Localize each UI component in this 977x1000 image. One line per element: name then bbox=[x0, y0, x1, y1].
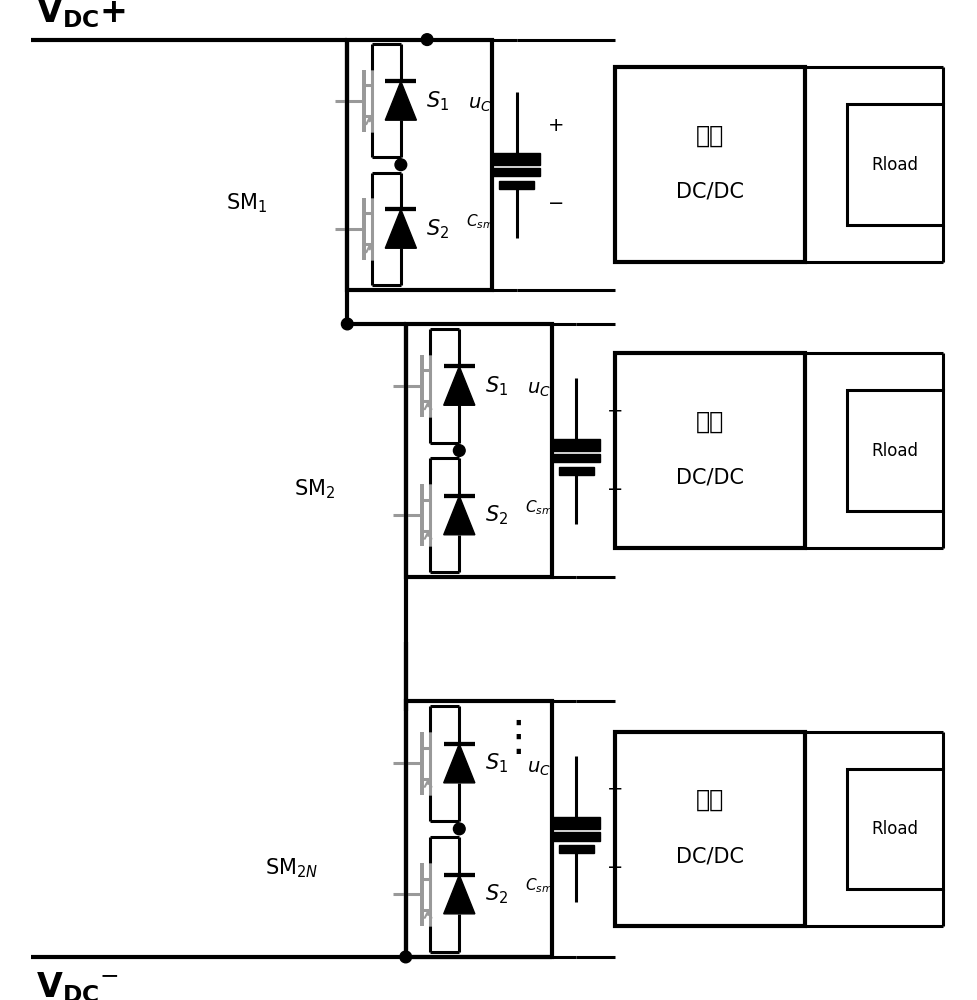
Text: $u_C$: $u_C$ bbox=[528, 380, 551, 399]
Text: +: + bbox=[608, 402, 623, 421]
Bar bbox=[347, 40, 492, 290]
Text: Rload: Rload bbox=[871, 820, 918, 838]
Bar bbox=[553, 832, 600, 841]
Bar bbox=[559, 467, 594, 475]
Bar bbox=[847, 769, 943, 889]
Circle shape bbox=[453, 445, 465, 456]
Text: ⋮: ⋮ bbox=[497, 717, 538, 759]
Polygon shape bbox=[444, 875, 475, 914]
Text: DC/DC: DC/DC bbox=[676, 468, 744, 488]
Circle shape bbox=[453, 823, 465, 835]
Text: SM$_{2N}$: SM$_{2N}$ bbox=[265, 856, 318, 880]
Bar bbox=[405, 701, 552, 957]
Bar bbox=[493, 153, 540, 165]
Text: Rload: Rload bbox=[871, 442, 918, 460]
Text: SM$_2$: SM$_2$ bbox=[294, 478, 335, 501]
Text: $S_1$: $S_1$ bbox=[426, 89, 449, 113]
Circle shape bbox=[421, 34, 433, 45]
Text: $u_C$: $u_C$ bbox=[528, 759, 551, 778]
Bar bbox=[616, 67, 805, 262]
Bar bbox=[616, 732, 805, 926]
Text: SM$_1$: SM$_1$ bbox=[226, 192, 267, 215]
Text: $C_{sm}$: $C_{sm}$ bbox=[466, 212, 493, 231]
Polygon shape bbox=[444, 744, 475, 783]
Text: 取电: 取电 bbox=[696, 788, 724, 812]
Text: $S_2$: $S_2$ bbox=[485, 883, 508, 906]
Text: $\mathbf{V_{DC}}$$^{-}$: $\mathbf{V_{DC}}$$^{-}$ bbox=[36, 971, 119, 1000]
Text: DC/DC: DC/DC bbox=[676, 846, 744, 866]
Text: +: + bbox=[548, 116, 565, 135]
Text: DC/DC: DC/DC bbox=[676, 182, 744, 202]
Bar bbox=[559, 845, 594, 853]
Text: $S_1$: $S_1$ bbox=[485, 752, 508, 775]
Text: $S_2$: $S_2$ bbox=[426, 217, 449, 241]
Bar bbox=[553, 454, 600, 462]
Text: +: + bbox=[608, 780, 623, 799]
Bar bbox=[847, 390, 943, 511]
Text: 取电: 取电 bbox=[696, 124, 724, 148]
Polygon shape bbox=[444, 496, 475, 535]
Polygon shape bbox=[444, 366, 475, 405]
Circle shape bbox=[395, 159, 406, 171]
Text: $S_2$: $S_2$ bbox=[485, 504, 508, 527]
Text: Rload: Rload bbox=[871, 156, 918, 174]
Bar bbox=[405, 324, 552, 577]
Polygon shape bbox=[385, 81, 416, 120]
Bar bbox=[847, 104, 943, 225]
Text: 取电: 取电 bbox=[696, 409, 724, 433]
Bar bbox=[493, 168, 540, 176]
Text: $C_{sm}$: $C_{sm}$ bbox=[526, 498, 553, 517]
Bar bbox=[553, 817, 600, 829]
Text: $u_C$: $u_C$ bbox=[468, 95, 491, 114]
Text: −: − bbox=[608, 480, 623, 499]
Bar bbox=[553, 439, 600, 451]
Circle shape bbox=[341, 318, 353, 330]
Text: $S_1$: $S_1$ bbox=[485, 374, 508, 398]
Circle shape bbox=[400, 951, 411, 963]
Polygon shape bbox=[385, 209, 416, 248]
Text: $\mathbf{V_{DC}}$+: $\mathbf{V_{DC}}$+ bbox=[36, 0, 126, 30]
Bar bbox=[499, 181, 534, 189]
Text: $C_{sm}$: $C_{sm}$ bbox=[526, 876, 553, 895]
Text: −: − bbox=[548, 194, 565, 213]
Bar bbox=[616, 353, 805, 548]
Text: −: − bbox=[608, 858, 623, 877]
